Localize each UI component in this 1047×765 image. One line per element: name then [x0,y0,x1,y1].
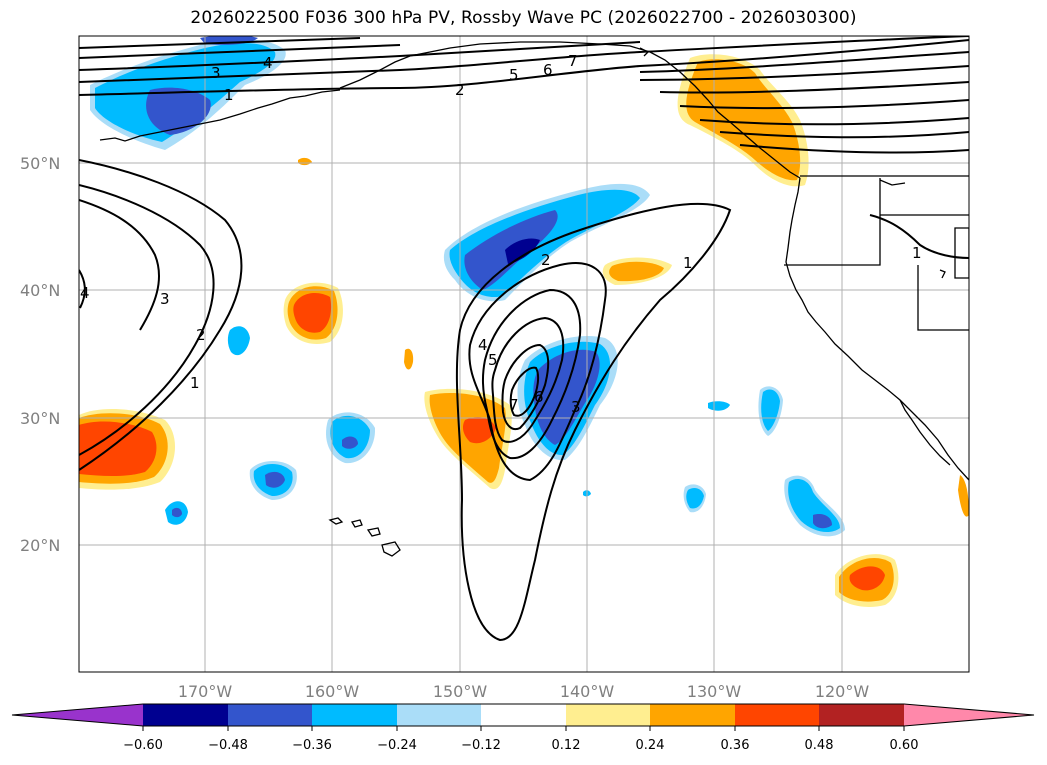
contour-label: 4 [80,284,90,302]
lon-label-120w: 120°W [815,682,870,701]
contour-labels: 1 2 3 4 5 6 7 1 2 3 4 5 6 1 2 3 4 7 1 [80,52,922,416]
colorbar-bin [566,704,651,726]
lat-label-40n: 40°N [20,281,60,300]
contour-label: 1 [912,244,922,262]
colorbar-extend-high [904,704,1034,726]
colorbar-tick-label: 0.24 [636,738,665,753]
lon-label-170w: 170°W [178,682,233,701]
lon-label-130w: 130°W [687,682,742,701]
contour-label: 4 [478,336,488,354]
colorbar: −0.60 −0.48 −0.36 −0.24 −0.12 0.12 0.24 … [11,703,1035,753]
contour-label: 7 [509,396,519,414]
contour-label: 5 [488,351,498,369]
colorbar-bin [228,704,313,726]
colorbar-tick-label: 0.12 [552,738,581,753]
contour-label: 2 [541,251,551,269]
colorbar-tick-label: −0.60 [123,738,163,753]
lon-label-150w: 150°W [433,682,488,701]
colorbar-tick-label: −0.24 [377,738,417,753]
colorbar-tick-label: 0.36 [721,738,750,753]
colorbar-bin [312,704,397,726]
colorbar-ticks [142,726,905,731]
map-panel: 1 2 3 4 5 6 7 1 2 3 4 5 6 1 2 3 4 7 1 [79,36,969,672]
coastlines [99,41,969,557]
contour-label: 2 [196,326,206,344]
colorbar-bin [143,704,228,726]
colorbar-bin [819,704,904,726]
contour-label: 2 [455,81,465,99]
contour-label: 1 [224,86,234,104]
colorbar-tick-label: 0.60 [890,738,919,753]
lon-label-140w: 140°W [560,682,615,701]
colorbar-extend-low [12,704,143,726]
colorbar-tick-label: −0.12 [461,738,501,753]
contour-label: 6 [534,388,544,406]
lon-label-160w: 160°W [305,682,360,701]
lat-label-50n: 50°N [20,154,60,173]
contour-label: 1 [683,254,693,272]
lat-axis-labels: 50°N 40°N 30°N 20°N [20,154,60,555]
map-frame [78,35,970,673]
contour-label: 6 [543,61,553,79]
lon-axis-labels: 170°W 160°W 150°W 140°W 130°W 120°W [178,682,870,701]
lat-label-20n: 20°N [20,536,60,555]
rossby-wave-contours [79,36,969,642]
colorbar-bin [735,704,820,726]
colorbar-bin [397,704,482,726]
contour-label: 3 [160,290,170,308]
colorbar-tick-label: −0.36 [292,738,332,753]
colorbar-tick-label: 0.48 [805,738,834,753]
contour-label: 7 [568,52,578,70]
colorbar-bin [650,704,735,726]
colorbar-tick-label: −0.48 [208,738,248,753]
contour-label: 5 [509,66,519,84]
contour-label: 3 [571,398,581,416]
map-title: 2026022500 F036 300 hPa PV, Rossby Wave … [190,8,857,28]
contour-label: 3 [211,64,221,82]
lat-label-30n: 30°N [20,409,60,428]
colorbar-bin [481,704,566,726]
contour-label: 1 [190,374,200,392]
contour-label: 4 [263,54,273,72]
